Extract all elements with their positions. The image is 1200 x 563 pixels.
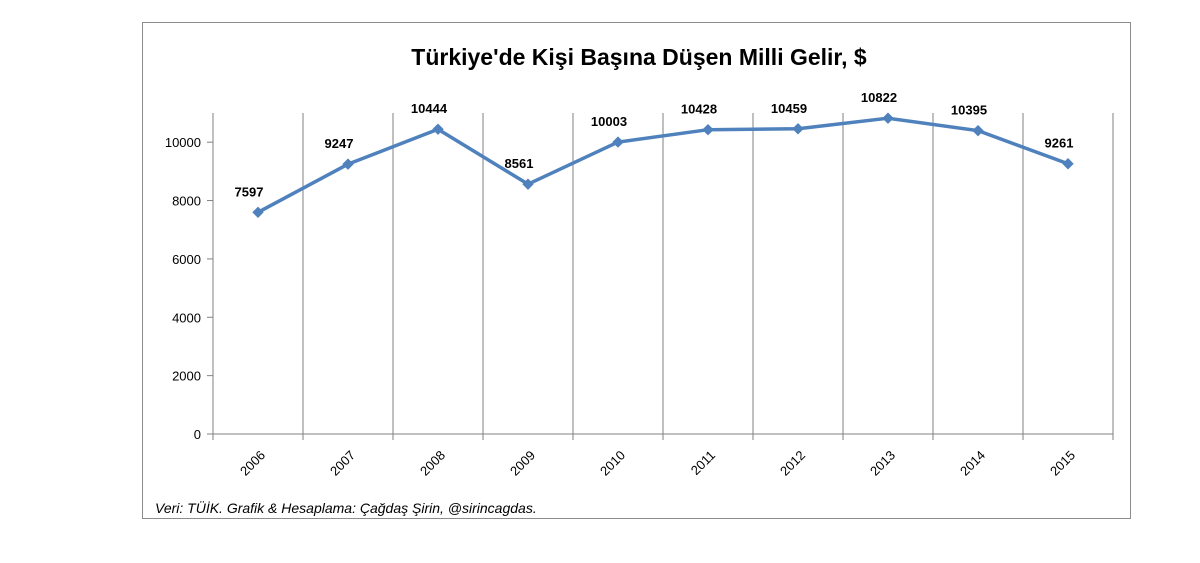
data-label: 8561 [505,156,534,171]
data-label: 10822 [861,90,897,105]
footnote: Veri: TÜİK. Grafik & Hesaplama: Çağdaş Ş… [155,499,537,516]
x-tick-label: 2014 [957,448,988,479]
x-tick-label: 2007 [327,448,358,479]
data-label: 10459 [771,101,807,116]
y-tick-label: 10000 [165,135,201,150]
data-point-marker [432,123,444,135]
y-tick-label: 4000 [172,310,201,325]
data-label: 9247 [325,136,354,151]
data-point-marker [612,136,624,148]
grid-layer [302,113,1114,434]
y-tick-label: 2000 [172,369,201,384]
series-line [257,116,1069,214]
x-tick-label: 2015 [1047,448,1078,479]
x-tick-label: 2010 [597,448,628,479]
y-tick-label: 0 [194,427,201,442]
data-point-marker [1062,158,1074,170]
x-tick-label: 2006 [237,448,268,479]
label-layer: 7597 9247 10444 8561 10003 10428 10459 10822 103… [235,90,1074,199]
data-point-marker [522,178,534,190]
x-tick-label: 2008 [417,448,448,479]
chart-title: Türkiye'de Kişi Başına Düşen Milli Gelir… [411,44,867,70]
x-tick-label: 2011 [688,448,718,478]
data-label: 7597 [235,184,264,199]
y-tick-label: 6000 [172,252,201,267]
data-label: 10428 [681,102,717,117]
data-point-marker [882,112,894,124]
x-tick-label: 2009 [507,448,538,479]
data-label: 9261 [1045,136,1074,151]
data-label: 10003 [591,114,627,129]
y-tick-label: 8000 [172,194,201,209]
data-point-marker [702,123,714,136]
data-label: 10395 [951,103,987,118]
data-point-marker [792,123,804,135]
data-point-marker [342,158,354,170]
chart-svg: Türkiye'de Kişi Başına Düşen Milli Gelir… [155,44,1114,516]
data-point-marker [252,206,264,219]
x-tick-label: 2013 [867,448,898,479]
data-point-marker [972,124,984,137]
chart-frame: Türkiye'de Kişi Başına Düşen Milli Gelir… [142,22,1131,519]
x-tick-label: 2012 [777,448,808,479]
series-layer [252,112,1074,219]
axis-layer: 0 2000 4000 6000 8000 10000 2006 2007 2008 2009 20… [165,113,1114,479]
data-label: 10444 [411,101,448,116]
